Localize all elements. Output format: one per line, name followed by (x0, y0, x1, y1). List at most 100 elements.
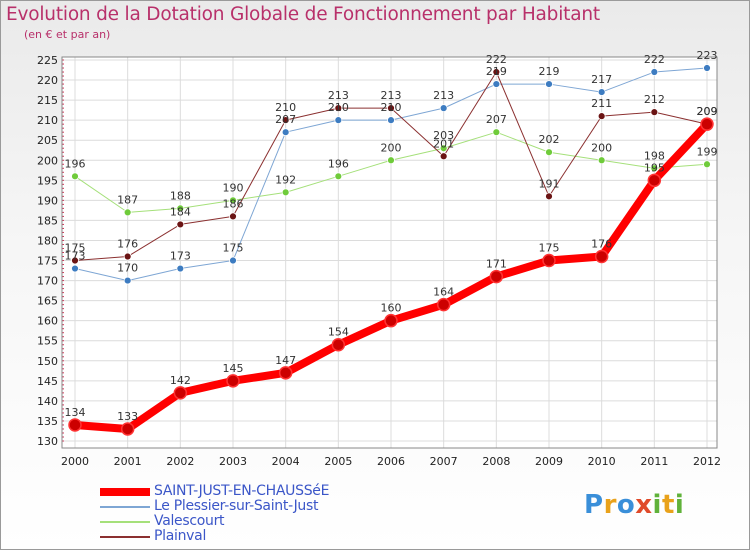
data-point-2 (703, 160, 711, 169)
y-tick-label: 220 (37, 74, 58, 87)
data-label-2: 188 (170, 189, 191, 202)
legend-swatch-plainval (100, 536, 150, 538)
data-point-1 (281, 128, 290, 137)
y-tick-label: 145 (37, 375, 58, 388)
data-point-2 (334, 172, 343, 181)
data-point-3 (229, 212, 237, 221)
data-label-3: 212 (644, 93, 665, 106)
x-tick-label: 2000 (61, 455, 89, 468)
data-label-3: 191 (539, 177, 560, 190)
data-label-0: 176 (591, 238, 612, 251)
data-label-0: 154 (328, 326, 349, 339)
x-tick-label: 2008 (482, 455, 510, 468)
data-point-0 (436, 297, 451, 312)
data-point-0 (173, 386, 188, 400)
data-point-3 (492, 68, 501, 76)
data-point-3 (71, 256, 79, 265)
data-label-3: 175 (65, 242, 86, 255)
data-point-3 (439, 152, 448, 161)
data-point-1 (439, 104, 448, 113)
legend-swatch-le-plessier (100, 506, 150, 508)
y-tick-label: 150 (37, 355, 58, 368)
x-tick-label: 2004 (272, 455, 300, 468)
y-tick-label: 205 (37, 134, 58, 147)
x-tick-label: 2010 (588, 455, 616, 468)
x-tick-label: 2012 (693, 455, 721, 468)
y-tick-label: 170 (37, 275, 58, 288)
y-tick-label: 225 (37, 54, 58, 67)
data-label-0: 171 (486, 258, 507, 271)
data-point-2 (545, 148, 553, 157)
data-label-1: 222 (644, 53, 665, 66)
data-label-0: 147 (275, 354, 296, 367)
x-tick-label: 2003 (219, 455, 247, 468)
data-label-1: 217 (591, 73, 612, 86)
data-label-1: 219 (486, 65, 507, 78)
x-tick-label: 2001 (114, 455, 142, 468)
data-point-2 (123, 208, 132, 217)
legend-label-saint-just: SAINT-JUST-EN-CHAUSSéE (154, 483, 330, 499)
data-point-0 (594, 249, 609, 264)
data-point-2 (71, 172, 79, 181)
data-label-2: 207 (486, 113, 507, 126)
data-point-1 (123, 276, 132, 285)
data-label-2: 203 (433, 129, 454, 142)
data-point-0 (647, 173, 662, 188)
data-label-0: 164 (433, 286, 454, 299)
data-label-1: 219 (539, 65, 560, 78)
data-point-2 (650, 164, 659, 173)
y-tick-label: 215 (37, 94, 58, 107)
plot-area (62, 57, 717, 448)
y-tick-label: 210 (37, 114, 58, 127)
data-point-0 (331, 337, 346, 352)
legend: SAINT-JUST-EN-CHAUSSéE Le Plessier-sur-S… (100, 483, 460, 544)
data-label-1: 173 (65, 250, 86, 263)
data-point-0 (68, 418, 82, 432)
data-label-0: 142 (170, 374, 191, 387)
data-point-1 (176, 264, 185, 273)
data-label-3: 184 (170, 205, 191, 218)
data-point-0 (489, 269, 504, 284)
data-point-1 (71, 264, 79, 273)
data-label-1: 170 (117, 262, 138, 275)
y-tick-label: 140 (37, 395, 58, 408)
data-point-1 (229, 256, 237, 265)
x-tick-label: 2009 (535, 455, 563, 468)
data-label-3: 209 (697, 105, 718, 118)
data-point-3 (650, 108, 659, 117)
y-tick-label: 165 (37, 295, 58, 308)
legend-label-le-plessier: Le Plessier-sur-Saint-Just (154, 498, 319, 514)
data-point-1 (334, 116, 343, 125)
data-label-3: 213 (328, 89, 349, 102)
data-label-3: 176 (117, 238, 138, 251)
data-label-1: 223 (697, 49, 718, 62)
data-point-0 (120, 422, 135, 436)
data-label-2: 187 (117, 193, 138, 206)
data-point-0 (700, 117, 714, 131)
data-point-2 (229, 196, 237, 205)
data-label-3: 222 (486, 53, 507, 66)
data-point-0 (384, 313, 398, 328)
legend-item-saint-just: SAINT-JUST-EN-CHAUSSéE (100, 483, 460, 499)
y-tick-label: 195 (37, 174, 58, 187)
x-tick-label: 2005 (324, 455, 352, 468)
data-point-3 (387, 104, 395, 113)
data-point-2 (492, 128, 501, 137)
data-label-0: 133 (117, 410, 138, 423)
legend-item-le-plessier: Le Plessier-sur-Saint-Just (100, 498, 460, 514)
data-point-3 (123, 252, 132, 261)
legend-label-valescourt: Valescourt (154, 513, 225, 529)
legend-item-plainval: Plainval (100, 528, 460, 544)
y-tick-label: 155 (37, 335, 58, 348)
chart-title: Evolution de la Dotation Globale de Fonc… (6, 4, 600, 25)
data-point-2 (597, 156, 606, 165)
data-point-2 (387, 156, 395, 165)
data-point-3 (545, 192, 553, 201)
x-tick-label: 2002 (166, 455, 194, 468)
data-label-2: 200 (591, 141, 612, 154)
y-tick-label: 160 (37, 315, 58, 328)
data-point-1 (545, 80, 553, 88)
data-point-3 (334, 104, 343, 113)
data-label-2: 192 (275, 173, 296, 186)
y-tick-label: 135 (37, 415, 58, 428)
